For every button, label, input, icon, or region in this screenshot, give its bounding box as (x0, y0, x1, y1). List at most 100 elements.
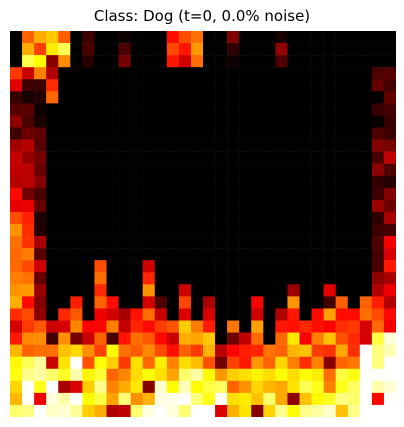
heatmap-cell (287, 139, 300, 152)
heatmap-cell (227, 43, 240, 56)
heatmap-cell (178, 139, 192, 152)
heatmap-cell (22, 55, 35, 68)
heatmap-cell (275, 356, 288, 369)
heatmap-cell (203, 55, 216, 68)
heatmap-cell (70, 163, 83, 176)
heatmap-cell (347, 284, 361, 297)
heatmap-cell (371, 163, 385, 176)
heatmap-cell (10, 115, 23, 128)
heatmap-cell (142, 127, 155, 140)
heatmap-cell (215, 296, 228, 309)
heatmap-cell (251, 79, 264, 92)
heatmap-cell (287, 175, 300, 189)
heatmap-cell (22, 368, 35, 382)
heatmap-cell (347, 43, 361, 56)
heatmap-cell (299, 308, 312, 321)
heatmap-cell (287, 368, 300, 382)
heatmap-cell (263, 115, 276, 128)
heatmap-cell (299, 91, 312, 104)
heatmap-cell (227, 199, 240, 213)
heatmap-cell (239, 175, 252, 189)
heatmap-cell (239, 43, 252, 56)
heatmap-cell (46, 392, 59, 406)
heatmap-cell (142, 67, 155, 80)
heatmap-cell (203, 248, 216, 261)
heatmap-cell (203, 31, 216, 44)
heatmap-cell (203, 224, 216, 237)
heatmap-cell (166, 127, 180, 140)
heatmap-cell (118, 296, 131, 309)
heatmap-cell (299, 163, 312, 176)
heatmap-cell (383, 260, 396, 273)
heatmap-cell (10, 260, 23, 273)
heatmap-cell (130, 67, 143, 80)
heatmap-cell (371, 260, 385, 273)
heatmap-cell (154, 175, 168, 189)
heatmap-cell (359, 356, 373, 369)
heatmap-cell (34, 380, 47, 394)
heatmap-cell (263, 320, 276, 333)
heatmap-cell (299, 199, 312, 213)
heatmap-cell (263, 175, 276, 189)
heatmap-cell (263, 224, 276, 237)
heatmap-cell (359, 296, 373, 309)
heatmap-cell (178, 236, 192, 249)
heatmap-cell (58, 55, 71, 68)
heatmap-cell (239, 260, 252, 273)
heatmap-cell (118, 356, 131, 369)
heatmap-cell (359, 248, 373, 261)
heatmap-cell (371, 91, 385, 104)
heatmap-cell (22, 211, 35, 225)
heatmap-cell (94, 356, 107, 369)
heatmap-cell (58, 127, 71, 140)
heatmap-cell (154, 139, 168, 152)
heatmap-cell (383, 187, 396, 201)
heatmap-cell (215, 151, 228, 164)
heatmap-cell (118, 380, 131, 394)
heatmap-cell (383, 392, 396, 406)
heatmap-cell (383, 308, 396, 321)
heatmap-cell (215, 308, 228, 321)
heatmap-cell (371, 139, 385, 152)
heatmap-cell (118, 344, 131, 357)
heatmap-cell (323, 248, 336, 261)
heatmap-cell (215, 260, 228, 273)
heatmap-cell (275, 392, 288, 406)
heatmap-cell (142, 55, 155, 68)
heatmap-cell (154, 103, 168, 116)
heatmap-cell (347, 224, 361, 237)
heatmap-cell (347, 199, 361, 213)
heatmap-cell (263, 31, 276, 44)
heatmap-cell (227, 380, 240, 394)
heatmap-cell (142, 308, 155, 321)
heatmap-cell (203, 67, 216, 80)
heatmap-cell (178, 284, 192, 297)
heatmap-cell (46, 55, 59, 68)
heatmap-cell (142, 320, 155, 333)
heatmap-cell (335, 103, 348, 116)
heatmap-cell (251, 211, 264, 225)
heatmap-cell (359, 187, 373, 201)
heatmap-cell (359, 272, 373, 285)
heatmap-cell (371, 320, 385, 333)
heatmap-cell (203, 356, 216, 369)
heatmap-cell (118, 320, 131, 333)
heatmap-cell (311, 344, 324, 357)
heatmap-cell (263, 332, 276, 345)
heatmap-cell (94, 272, 107, 285)
heatmap-cell (287, 356, 300, 369)
heatmap-cell (299, 392, 312, 406)
heatmap-cell (227, 115, 240, 128)
heatmap-cell (323, 103, 336, 116)
heatmap-cell (347, 308, 361, 321)
heatmap-cell (118, 236, 131, 249)
heatmap-cell (383, 296, 396, 309)
heatmap-cell (371, 151, 385, 164)
heatmap-cell (10, 103, 23, 116)
heatmap-cell (215, 115, 228, 128)
heatmap-cell (58, 103, 71, 116)
heatmap-cell (58, 392, 71, 406)
heatmap-cell (359, 79, 373, 92)
heatmap-cell (22, 103, 35, 116)
heatmap-cell (154, 43, 168, 56)
